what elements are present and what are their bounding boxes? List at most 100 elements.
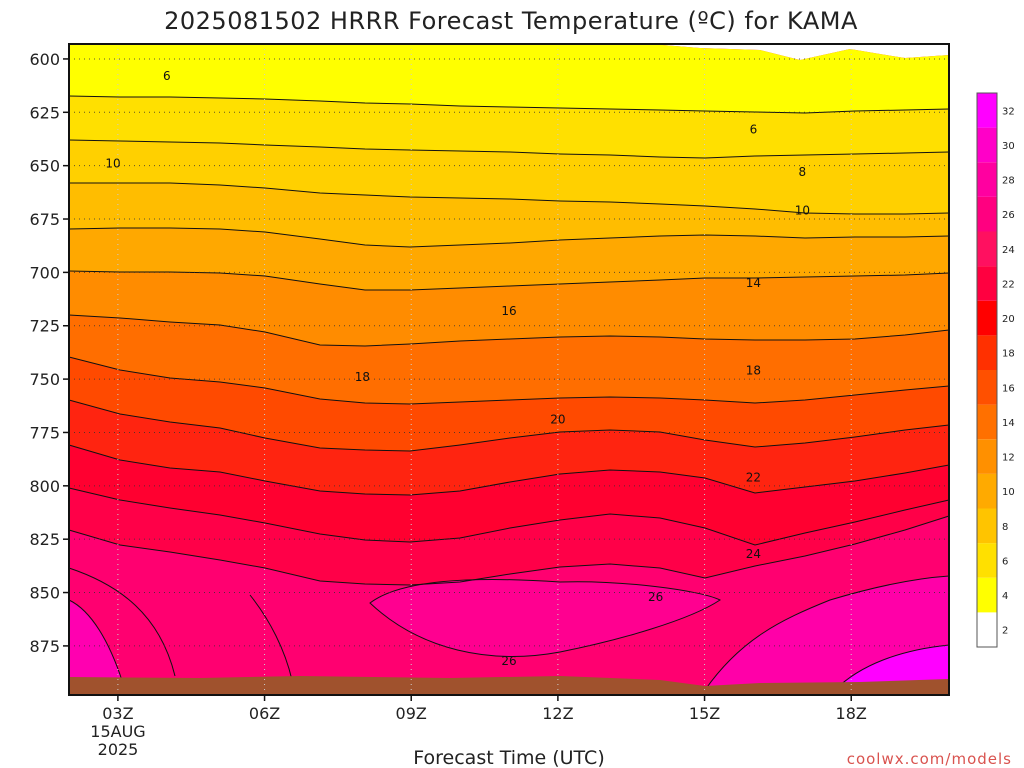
x-date-day: 15AUG	[90, 722, 145, 741]
contour-label: 24	[746, 547, 761, 561]
band-4	[69, 228, 949, 290]
contour-label: 20	[550, 413, 565, 427]
band-below-2	[69, 44, 949, 60]
colorbar-swatch	[977, 612, 997, 647]
colorbar-label: 22	[1002, 279, 1015, 290]
isotherm-9	[68, 487, 950, 546]
colorbar-label: 30	[1002, 141, 1015, 152]
plot-area: 6 6 8 10 10 14 16 18 18 20 22 24 26 26	[68, 43, 950, 696]
colorbar-swatch	[977, 543, 997, 578]
colorbar-label: 4	[1002, 591, 1008, 602]
contour-label: 26	[501, 654, 516, 668]
colorbar-label: 6	[1002, 556, 1008, 567]
colorbar-label: 14	[1002, 418, 1015, 429]
colorbar-label: 12	[1002, 453, 1015, 464]
contour-label: 26	[648, 590, 663, 604]
contour-label: 10	[105, 157, 120, 171]
isotherm-left-28	[68, 567, 293, 681]
colorbar-swatch	[977, 196, 997, 232]
y-tick-label: 625	[29, 103, 60, 122]
isotherm-2	[69, 182, 950, 215]
contour-label: 18	[746, 364, 761, 378]
contour-label: 16	[501, 304, 516, 318]
band-3	[69, 183, 949, 247]
contour-label: 18	[355, 370, 370, 384]
colorbar-label: 24	[1002, 245, 1015, 256]
y-tick-label: 775	[29, 423, 60, 442]
contour-label: 10	[795, 203, 810, 217]
contour-label: 6	[163, 69, 171, 83]
colorbar-swatch	[977, 93, 997, 128]
y-tick-label: 700	[29, 263, 60, 282]
watermark: coolwx.com/models	[847, 750, 1012, 768]
band-10	[69, 488, 949, 585]
isotherm-5	[68, 314, 950, 347]
isotherm-7	[68, 399, 950, 452]
band-2	[69, 140, 949, 214]
band-8	[69, 400, 949, 495]
x-tick-label: 09Z	[396, 704, 427, 723]
x-tick-label: 06Z	[249, 704, 280, 723]
plot-frame	[68, 43, 950, 696]
y-axis: 600 625 650 675 700 725 750 775 800 825 850 875	[29, 50, 69, 656]
y-tick-label: 750	[29, 370, 60, 389]
x-tick-label: 18Z	[836, 704, 867, 723]
contour-label: 14	[746, 276, 761, 290]
isotherm-10	[68, 515, 950, 586]
band-9	[69, 445, 949, 545]
isotherm-6	[68, 356, 950, 405]
y-tick-label: 800	[29, 477, 60, 496]
y-tick-label: 875	[29, 637, 60, 656]
colorbar-label: 32	[1002, 106, 1015, 117]
colorbar-swatch	[977, 335, 997, 370]
colorbar-swatch	[977, 266, 997, 301]
y-tick-label: 650	[29, 157, 60, 176]
isotherm-left-pool	[68, 599, 126, 691]
isotherm-center-26	[369, 579, 721, 657]
colorbar-swatch	[977, 370, 997, 405]
band-5	[69, 271, 949, 346]
colorbar-swatch	[977, 127, 997, 163]
colorbar-swatch	[977, 439, 997, 474]
contour-label: 22	[746, 470, 761, 484]
x-tick-label: 03Z	[102, 704, 133, 723]
colorbar-label: 28	[1002, 176, 1015, 187]
colorbar-swatch	[977, 473, 997, 509]
warm-pool-center	[370, 579, 720, 657]
y-tick-label: 825	[29, 530, 60, 549]
warm-pool-right-core	[835, 645, 949, 690]
band-6	[69, 315, 949, 404]
colorbar-label: 20	[1002, 314, 1015, 325]
y-tick-label: 850	[29, 584, 60, 603]
x-axis: 03Z 06Z 09Z 12Z 15Z 18Z	[102, 695, 867, 723]
y-tick-label: 675	[29, 210, 60, 229]
colorbar-label: 16	[1002, 383, 1015, 394]
colorbar-label: 10	[1002, 487, 1015, 498]
isotherm-3	[68, 227, 950, 248]
chart-title: 2025081502 HRRR Forecast Temperature (ºC…	[164, 7, 858, 35]
band-2-4	[69, 44, 949, 113]
isotherm-0	[68, 95, 950, 114]
warm-pool-left	[69, 600, 125, 690]
colorbar-label: 8	[1002, 522, 1008, 533]
y-tick-label: 600	[29, 50, 60, 69]
colorbar-frame	[976, 92, 998, 648]
colorbar-swatch	[977, 300, 997, 336]
colorbar-swatch	[977, 162, 997, 197]
isotherm-right-30	[834, 644, 950, 691]
isotherm-right-28	[704, 575, 950, 691]
x-tick-label: 12Z	[542, 704, 573, 723]
colorbar-label: 26	[1002, 210, 1015, 221]
colorbar-swatch	[977, 577, 997, 613]
colorbar-label: 2	[1002, 626, 1008, 637]
x-axis-label: Forecast Time (UTC)	[413, 747, 604, 768]
contour-label: 8	[799, 165, 807, 179]
contour-label: 6	[750, 122, 758, 136]
colorbar-label: 18	[1002, 349, 1015, 360]
isotherm-1	[68, 139, 950, 159]
band-7	[69, 357, 949, 451]
x-date-year: 2025	[98, 740, 139, 759]
colorbar-swatch	[977, 404, 997, 440]
